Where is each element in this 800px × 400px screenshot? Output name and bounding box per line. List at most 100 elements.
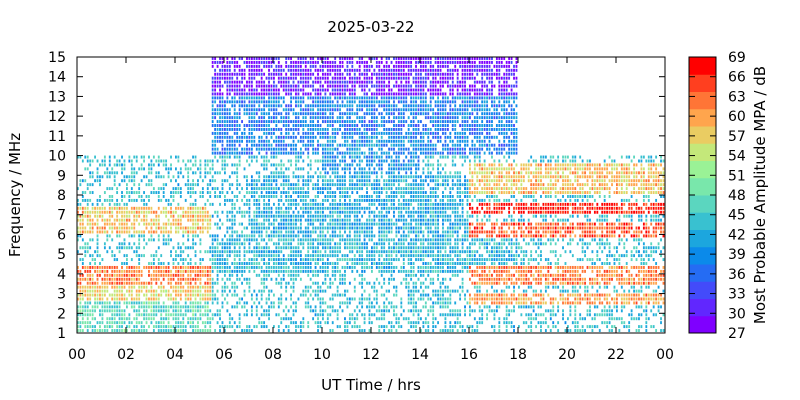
heatmap-cell (248, 80, 251, 84)
heatmap-cell (221, 246, 224, 250)
heatmap-cell (138, 234, 141, 238)
heatmap-cell (292, 171, 295, 175)
heatmap-cell (106, 265, 109, 269)
heatmap-cell (371, 313, 373, 317)
heatmap-cell (373, 167, 376, 171)
heatmap-cell (106, 321, 109, 325)
heatmap-cell (307, 262, 310, 265)
heatmap-cell (280, 167, 283, 171)
heatmap-cell (211, 108, 214, 112)
heatmap-cell (226, 191, 229, 195)
heatmap-cell (111, 171, 114, 175)
heatmap-cell (371, 57, 373, 60)
heatmap-cell (214, 139, 217, 143)
heatmap-cell (162, 305, 165, 309)
heatmap-cell (182, 226, 185, 230)
heatmap-cell (103, 163, 106, 167)
heatmap-cell (228, 155, 231, 159)
heatmap-cell (123, 281, 126, 285)
heatmap-cell (324, 127, 327, 131)
heatmap-cell (118, 325, 121, 329)
heatmap-cell (380, 254, 383, 258)
heatmap-cell (290, 222, 292, 226)
heatmap-cell (91, 171, 94, 175)
heatmap-cell (145, 301, 148, 305)
heatmap-cell (344, 226, 346, 230)
heatmap-cell (165, 210, 168, 214)
heatmap-cell (118, 242, 121, 246)
heatmap-cell (292, 309, 295, 313)
heatmap-cell (152, 297, 155, 301)
heatmap-cell (175, 317, 177, 321)
heatmap-cell (324, 104, 327, 108)
heatmap-cell (236, 210, 239, 214)
heatmap-cell (265, 230, 268, 234)
heatmap-cell (201, 269, 204, 273)
heatmap-cell (209, 309, 212, 313)
heatmap-cell (351, 163, 354, 167)
heatmap-cell (155, 250, 158, 254)
heatmap-cell (250, 131, 253, 135)
heatmap-cell (130, 301, 133, 305)
heatmap-cell (383, 80, 386, 84)
heatmap-cell (314, 127, 317, 131)
heatmap-cell (108, 163, 111, 167)
heatmap-cell (326, 124, 329, 127)
heatmap-cell (299, 147, 302, 151)
heatmap-cell (197, 301, 199, 305)
heatmap-cell (380, 159, 383, 163)
heatmap-cell (194, 317, 197, 321)
heatmap-cell (216, 76, 219, 80)
heatmap-cell (307, 195, 310, 198)
heatmap-cell (260, 226, 263, 230)
heatmap-cell (187, 262, 190, 265)
heatmap-cell (199, 242, 202, 246)
heatmap-cell (133, 309, 136, 313)
heatmap-cell (317, 131, 319, 135)
heatmap-cell (187, 214, 190, 218)
heatmap-cell (309, 84, 312, 88)
heatmap-cell (96, 273, 99, 277)
heatmap-cell (346, 238, 349, 242)
heatmap-cell (307, 246, 310, 250)
heatmap-cell (268, 313, 270, 317)
heatmap-cell (344, 198, 346, 202)
heatmap-cell (130, 246, 133, 250)
heatmap-cell (334, 108, 337, 112)
heatmap-cell (361, 305, 364, 309)
heatmap-cell (346, 222, 349, 226)
heatmap-cell (86, 285, 89, 289)
heatmap-cell (170, 167, 172, 171)
heatmap-cell (344, 183, 346, 187)
heatmap-cell (277, 230, 280, 234)
heatmap-cell (199, 250, 202, 254)
heatmap-cell (356, 139, 359, 143)
heatmap-cell (81, 206, 84, 210)
heatmap-cell (322, 64, 324, 68)
heatmap-cell (233, 80, 236, 84)
heatmap-cell (307, 226, 310, 230)
heatmap-cell (175, 297, 177, 301)
heatmap-cell (118, 246, 121, 250)
heatmap-cell (167, 218, 170, 222)
heatmap-cell (356, 104, 359, 108)
heatmap-cell (165, 238, 168, 242)
heatmap-cell (79, 289, 82, 293)
heatmap-cell (322, 163, 324, 167)
heatmap-cell (204, 297, 207, 301)
heatmap-cell (255, 72, 258, 76)
heatmap-cell (273, 151, 275, 155)
heatmap-cell (371, 92, 373, 96)
heatmap-cell (312, 238, 315, 242)
heatmap-cell (334, 96, 337, 100)
heatmap-cell (160, 262, 163, 265)
heatmap-cell (314, 88, 317, 92)
heatmap-cell (361, 120, 364, 124)
heatmap-cell (356, 68, 359, 72)
heatmap-cell (155, 218, 158, 222)
heatmap-cell (378, 258, 381, 262)
heatmap-cell (165, 289, 168, 293)
heatmap-cell (184, 265, 187, 269)
heatmap-cell (255, 198, 258, 202)
heatmap-cell (351, 112, 354, 116)
